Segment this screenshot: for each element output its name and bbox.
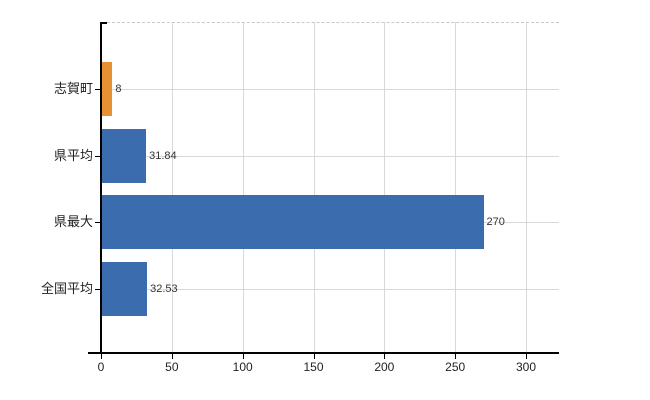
bar-全国平均 <box>101 261 148 316</box>
y-tick-mark <box>95 155 100 157</box>
horizontal-gridline <box>101 155 559 157</box>
x-tick-mark <box>101 354 102 359</box>
vertical-gridline <box>384 22 386 353</box>
vertical-gridline <box>455 22 457 353</box>
x-axis-tick-label: 200 <box>374 360 395 374</box>
horizontal-gridline <box>101 89 559 90</box>
bar-value-label: 270 <box>486 216 505 228</box>
vertical-gridline <box>171 22 173 353</box>
x-tick-mark <box>455 354 457 359</box>
y-tick-mark <box>95 288 100 290</box>
category-tick-label: 志賀町 <box>53 81 93 96</box>
x-axis-tick-label: 100 <box>232 360 253 374</box>
plot-top-border <box>107 22 559 23</box>
x-tick-mark <box>242 354 244 359</box>
vertical-gridline <box>526 22 527 353</box>
bar-value-label: 31.84 <box>149 149 177 162</box>
y-tick-mark <box>95 222 100 223</box>
vertical-gridline <box>313 22 315 353</box>
vertical-gridline <box>242 22 244 353</box>
y-tick-mark <box>95 89 100 90</box>
x-tick-mark <box>171 354 173 359</box>
bar-value-label: 32.53 <box>150 282 178 295</box>
x-tick-mark <box>384 354 386 359</box>
y-axis-top-cap <box>100 22 107 24</box>
bar-県最大 <box>101 195 484 249</box>
category-tick-label: 県平均 <box>53 147 93 163</box>
category-tick-label: 全国平均 <box>40 280 93 296</box>
bar-県平均 <box>101 128 147 183</box>
x-tick-mark <box>526 354 527 359</box>
bar-value-label: 8 <box>115 83 122 95</box>
x-axis-line <box>88 352 559 354</box>
x-tick-mark <box>313 354 315 359</box>
x-axis-tick-label: 0 <box>97 360 105 374</box>
x-axis-tick-label: 300 <box>515 360 537 374</box>
bar-志賀町 <box>101 62 113 116</box>
x-axis-tick-label: 250 <box>445 360 466 374</box>
x-axis-tick-label: 150 <box>303 360 324 374</box>
x-axis-tick-label: 50 <box>165 360 179 374</box>
y-axis-line <box>100 22 102 353</box>
horizontal-gridline <box>101 288 559 290</box>
category-tick-label: 県最大 <box>53 214 93 229</box>
